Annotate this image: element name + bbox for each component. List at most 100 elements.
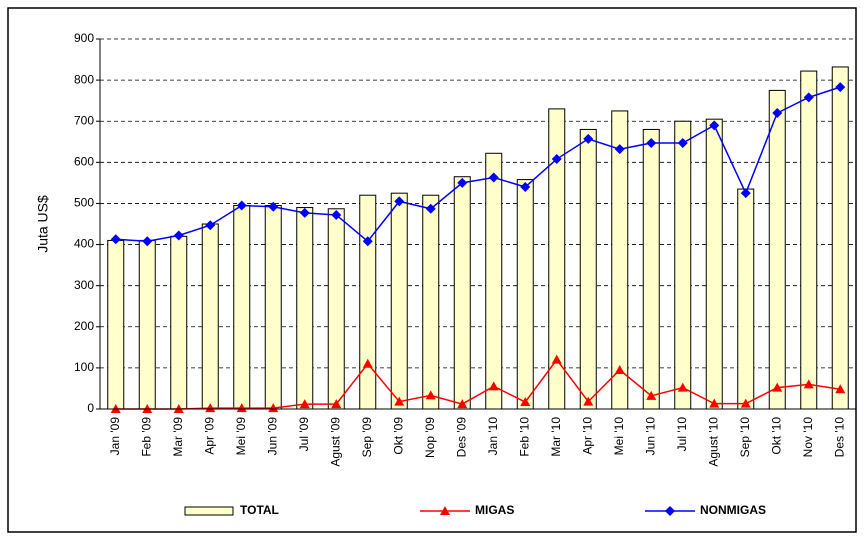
point xyxy=(205,220,216,231)
y-tick-label: 700 xyxy=(74,113,94,127)
x-tick-label: Okt '09 xyxy=(391,417,405,455)
legend-label: TOTAL xyxy=(240,503,279,517)
y-tick-label: 0 xyxy=(87,401,94,415)
point xyxy=(394,196,405,207)
point xyxy=(488,172,499,183)
point xyxy=(299,207,310,218)
x-tick-label: Agust '10 xyxy=(706,417,720,467)
bar xyxy=(516,179,534,410)
y-tick-label: 800 xyxy=(74,72,94,86)
legend-swatch xyxy=(184,506,234,516)
legend-marker xyxy=(440,506,450,515)
x-tick-label: Mei '09 xyxy=(234,417,248,456)
bar xyxy=(579,128,597,410)
point xyxy=(583,133,594,144)
point xyxy=(646,390,657,400)
x-tick-label: Apr '10 xyxy=(580,417,594,455)
point xyxy=(709,120,720,131)
point xyxy=(614,364,625,374)
legend-label: NONMIGAS xyxy=(700,503,766,517)
y-tick-label: 400 xyxy=(74,237,94,251)
point xyxy=(394,396,405,406)
x-tick-label: Sep '09 xyxy=(360,417,374,458)
x-tick-label: Sep '10 xyxy=(738,417,752,458)
point xyxy=(614,144,625,155)
x-tick-label: Nop '09 xyxy=(423,417,437,458)
x-tick-label: Okt '10 xyxy=(769,417,783,455)
point xyxy=(110,234,121,245)
x-tick-label: Apr '09 xyxy=(202,417,216,455)
bar xyxy=(264,205,282,410)
x-tick-label: Jun '10 xyxy=(643,417,657,456)
bar xyxy=(138,239,156,410)
bar xyxy=(674,120,692,410)
point xyxy=(520,182,531,192)
point xyxy=(677,138,688,149)
bar xyxy=(453,176,471,410)
y-tick-label: 500 xyxy=(74,196,94,210)
x-tick-label: Jun '09 xyxy=(265,417,279,456)
point xyxy=(677,382,688,392)
bar xyxy=(107,239,125,410)
point xyxy=(268,403,279,413)
y-tick-label: 100 xyxy=(74,360,94,374)
x-tick-label: Jul '10 xyxy=(675,417,689,452)
point xyxy=(803,379,814,389)
bar xyxy=(359,194,377,410)
bar xyxy=(296,207,314,410)
bar xyxy=(800,70,818,410)
point xyxy=(425,390,436,400)
point xyxy=(583,396,594,406)
bar xyxy=(611,110,629,410)
point xyxy=(740,398,751,408)
y-axis-label: Juta US$ xyxy=(35,195,51,253)
point xyxy=(772,108,783,118)
x-tick-label: Feb '10 xyxy=(517,417,531,457)
bar xyxy=(642,128,660,410)
x-tick-label: Mar '10 xyxy=(549,417,563,457)
point xyxy=(709,398,720,408)
y-tick-label: 300 xyxy=(74,278,94,292)
legend-marker xyxy=(665,506,675,516)
point xyxy=(299,399,310,409)
x-tick-label: Jul '09 xyxy=(297,417,311,452)
x-tick-label: Jan '09 xyxy=(108,417,122,456)
point xyxy=(803,92,814,103)
bar xyxy=(170,235,188,410)
bar xyxy=(705,118,723,410)
point xyxy=(205,403,216,413)
y-tick-label: 200 xyxy=(74,319,94,333)
point xyxy=(173,230,184,241)
point xyxy=(646,138,657,149)
x-tick-label: Des '10 xyxy=(832,417,846,458)
point xyxy=(520,397,531,407)
point xyxy=(835,384,846,394)
point xyxy=(740,188,751,199)
x-tick-label: Nov '10 xyxy=(801,417,815,458)
bar xyxy=(548,108,566,410)
x-tick-label: Jan '10 xyxy=(486,417,500,456)
point xyxy=(425,203,436,214)
x-tick-label: Agust '09 xyxy=(328,417,342,467)
point xyxy=(772,382,783,392)
bar xyxy=(422,194,440,410)
point xyxy=(331,209,342,220)
bar xyxy=(831,66,849,410)
point xyxy=(362,358,373,368)
point xyxy=(457,399,468,409)
point xyxy=(551,354,562,364)
point xyxy=(488,381,499,391)
legend-label: MIGAS xyxy=(475,503,514,517)
point xyxy=(331,399,342,409)
x-tick-label: Des '09 xyxy=(454,417,468,458)
bar xyxy=(201,223,219,410)
bar xyxy=(768,89,786,410)
point xyxy=(236,403,247,413)
x-tick-label: Mei '10 xyxy=(612,417,626,456)
bar xyxy=(233,205,251,410)
point xyxy=(457,177,468,188)
point xyxy=(142,236,153,247)
bar xyxy=(485,152,503,410)
